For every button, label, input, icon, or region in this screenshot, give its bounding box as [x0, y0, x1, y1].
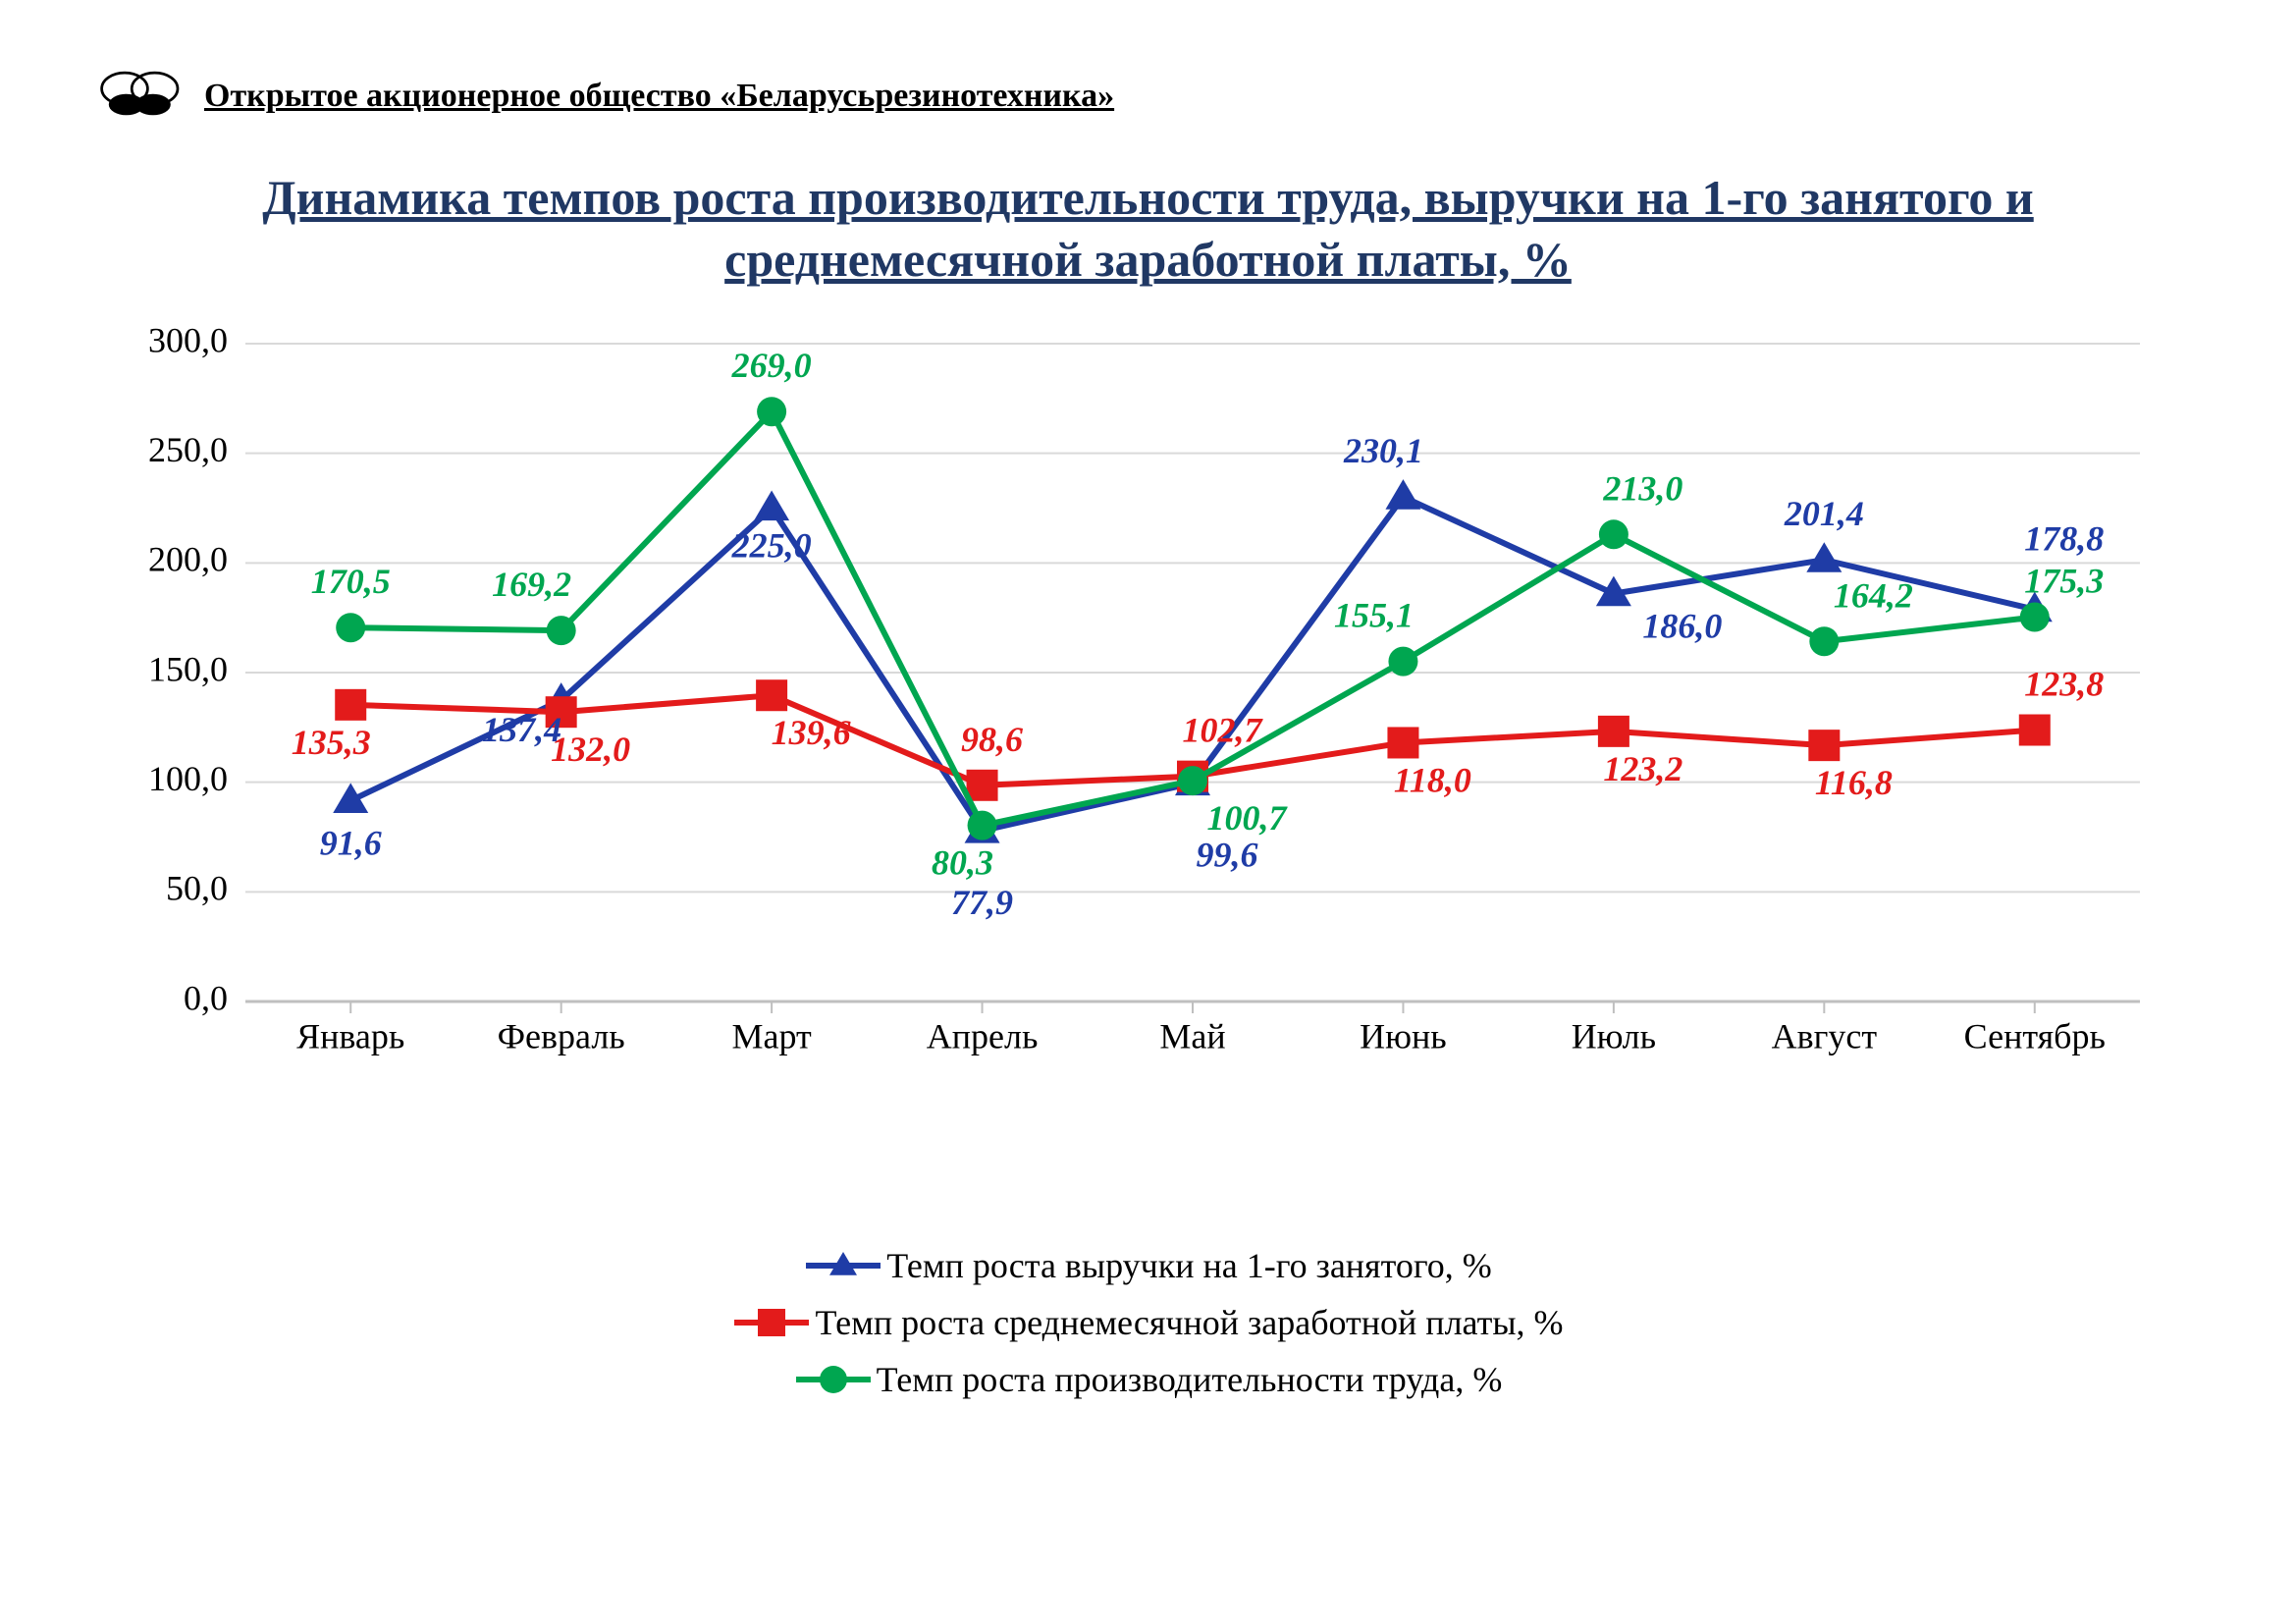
- data-label: 80,3: [932, 843, 993, 883]
- data-label: 169,2: [492, 565, 571, 604]
- data-label: 213,0: [1602, 468, 1682, 508]
- y-tick-label: 250,0: [148, 430, 228, 469]
- data-label: 230,1: [1343, 431, 1423, 470]
- data-label: 175,3: [2024, 561, 2104, 600]
- legend-label: Темп роста выручки на 1-го занятого, %: [886, 1245, 1491, 1286]
- data-label: 137,4: [482, 710, 561, 749]
- y-tick-label: 150,0: [148, 649, 228, 688]
- legend-swatch-icon: [732, 1305, 811, 1340]
- data-label: 170,5: [311, 562, 391, 601]
- y-tick-label: 0,0: [184, 978, 228, 1017]
- chart-legend: Темп роста выручки на 1-го занятого, % Те…: [0, 1237, 2296, 1408]
- data-label: 155,1: [1334, 596, 1414, 635]
- chart-svg: 0,0 50,0 100,0 150,0 200,0 250,0 300,0 Январь Фе…: [98, 314, 2160, 1119]
- legend-item-avg_monthly_wage: Темп роста среднемесячной заработной пла…: [732, 1302, 1563, 1343]
- data-label: 123,8: [2024, 665, 2104, 704]
- data-label: 132,0: [551, 730, 630, 769]
- legend-swatch-icon: [804, 1248, 882, 1283]
- data-label: 100,7: [1207, 798, 1289, 838]
- legend-item-labor_productivity: Темп роста производительности труда, %: [794, 1359, 1503, 1400]
- legend-label: Темп роста производительности труда, %: [877, 1359, 1503, 1400]
- company-name: Открытое акционерное общество «Беларусьр…: [204, 78, 1114, 115]
- x-tick-label: Июль: [1572, 1017, 1656, 1056]
- data-label: 116,8: [1815, 763, 1893, 802]
- x-tick-label: Апрель: [927, 1017, 1039, 1056]
- legend-item-revenue_per_employee: Темп роста выручки на 1-го занятого, %: [804, 1245, 1491, 1286]
- data-label: 139,6: [772, 713, 851, 752]
- data-label: 178,8: [2024, 519, 2104, 559]
- data-label: 118,0: [1394, 760, 1471, 799]
- x-tick-label: Март: [731, 1017, 812, 1056]
- series-labor_productivity: [336, 397, 2050, 839]
- legend-swatch-icon: [794, 1362, 873, 1397]
- x-tick-label: Май: [1159, 1017, 1225, 1056]
- header: Открытое акционерное общество «Беларусьр…: [98, 69, 1114, 123]
- x-tick-label: Август: [1772, 1017, 1878, 1056]
- y-tick-label: 200,0: [148, 540, 228, 579]
- company-logo-icon: [98, 69, 187, 123]
- legend-label: Темп роста среднемесячной заработной пла…: [815, 1302, 1563, 1343]
- data-label: 269,0: [731, 346, 812, 385]
- y-tick-label: 300,0: [148, 320, 228, 359]
- data-label: 91,6: [320, 823, 382, 862]
- y-tick-label: 50,0: [166, 869, 228, 908]
- data-label: 164,2: [1834, 575, 1913, 615]
- x-tick-label: Январь: [296, 1017, 404, 1056]
- chart-plot: 0,0 50,0 100,0 150,0 200,0 250,0 300,0 Январь Фе…: [98, 314, 2160, 1119]
- data-label: 123,2: [1603, 749, 1682, 788]
- page: Открытое акционерное общество «Беларусьр…: [0, 0, 2296, 1624]
- data-label: 135,3: [292, 723, 371, 762]
- x-tick-label: Февраль: [498, 1017, 625, 1056]
- data-label: 225,0: [731, 526, 812, 566]
- y-tick-label: 100,0: [148, 759, 228, 798]
- data-label: 99,6: [1197, 836, 1258, 875]
- x-tick-label: Июнь: [1360, 1017, 1447, 1056]
- chart-title: Динамика темпов роста производительности…: [0, 167, 2296, 290]
- data-label: 77,9: [951, 883, 1013, 922]
- data-label: 98,6: [961, 720, 1023, 759]
- data-label: 102,7: [1183, 711, 1264, 750]
- x-tick-label: Сентябрь: [1964, 1017, 2106, 1056]
- data-label: 186,0: [1642, 607, 1722, 646]
- data-label: 201,4: [1784, 494, 1864, 533]
